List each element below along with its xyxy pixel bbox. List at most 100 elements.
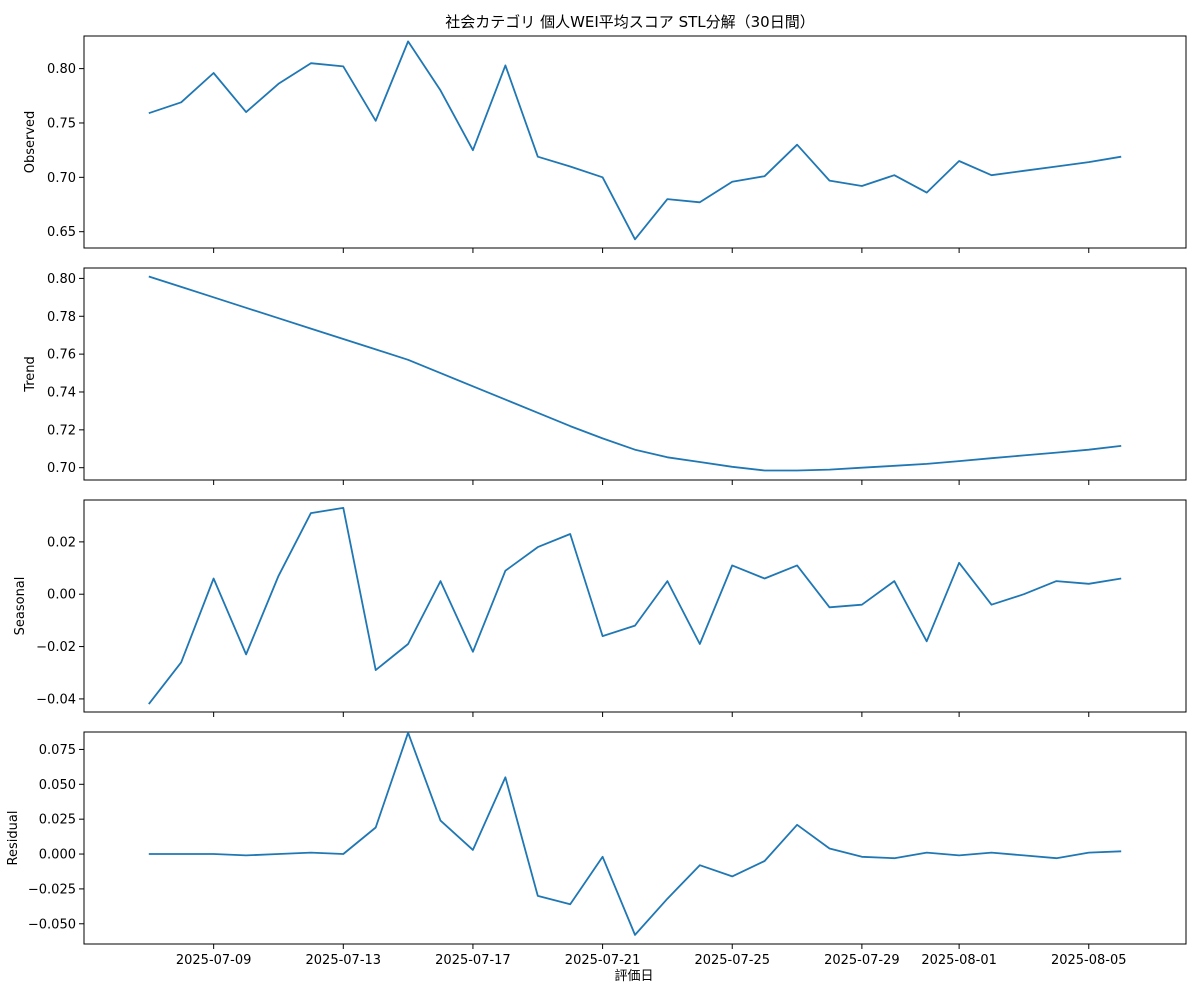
data-point	[569, 533, 571, 535]
data-point	[602, 437, 604, 439]
data-point	[1023, 593, 1025, 595]
data-point	[699, 643, 701, 645]
data-point	[893, 174, 895, 176]
data-point	[796, 470, 798, 472]
data-point	[180, 661, 182, 663]
data-point	[472, 149, 474, 151]
data-point	[213, 578, 215, 580]
data-point	[926, 640, 928, 642]
y-tick-label: 0.02	[47, 535, 76, 550]
data-point	[699, 201, 701, 203]
y-tick-label: −0.04	[36, 692, 76, 707]
data-point	[731, 564, 733, 566]
data-point	[991, 457, 993, 459]
data-point	[148, 703, 150, 705]
data-point	[1055, 580, 1057, 582]
data-point	[893, 580, 895, 582]
data-point	[472, 651, 474, 653]
data-point	[407, 732, 409, 734]
data-point	[537, 546, 539, 548]
data-point	[1088, 449, 1090, 451]
x-tick-label: 2025-07-17	[435, 953, 511, 968]
y-tick-label: 0.000	[39, 848, 76, 863]
data-point	[666, 898, 668, 900]
data-point	[440, 580, 442, 582]
data-point	[829, 848, 831, 850]
data-point	[1023, 454, 1025, 456]
data-point	[958, 460, 960, 462]
data-point	[893, 465, 895, 467]
data-point	[861, 467, 863, 469]
data-point	[440, 820, 442, 822]
y-axis-label-trend: Trend	[23, 356, 38, 393]
x-tick-label: 2025-07-21	[565, 953, 641, 968]
data-point	[666, 198, 668, 200]
data-point	[634, 449, 636, 451]
y-tick-label: −0.050	[28, 917, 76, 932]
y-tick-label: 0.00	[47, 588, 76, 603]
x-tick-label: 2025-07-25	[694, 953, 770, 968]
data-point	[375, 348, 377, 350]
data-point	[666, 580, 668, 582]
data-point	[310, 852, 312, 854]
data-point	[861, 856, 863, 858]
data-point	[991, 174, 993, 176]
data-point	[1055, 166, 1057, 168]
data-point	[958, 562, 960, 564]
panel-seasonal: −0.04 −0.02 0.00 0.02 Seasonal	[13, 499, 1187, 717]
y-tick-label: 0.050	[39, 778, 76, 793]
data-point	[310, 512, 312, 514]
data-point	[407, 40, 409, 42]
data-point	[1055, 857, 1057, 859]
data-point	[1120, 578, 1122, 580]
data-point	[1088, 852, 1090, 854]
series-line-trend	[148, 275, 1122, 472]
data-point	[602, 635, 604, 637]
data-point	[861, 604, 863, 606]
plot-frame	[83, 267, 1187, 481]
x-tick-label: 2025-08-01	[921, 953, 997, 968]
data-point	[278, 317, 280, 319]
data-point	[504, 776, 506, 778]
data-point	[213, 296, 215, 298]
data-point	[375, 669, 377, 671]
y-tick-label: −0.02	[36, 640, 76, 655]
panel-trend: 0.70 0.72 0.74 0.76 0.78 0.80 Trend	[23, 267, 1187, 485]
data-point	[569, 166, 571, 168]
data-point	[991, 604, 993, 606]
data-point	[634, 238, 636, 240]
y-tick-label: 0.80	[47, 62, 76, 77]
data-point	[245, 307, 247, 309]
data-point	[180, 853, 182, 855]
data-point	[342, 338, 344, 340]
data-point	[342, 65, 344, 67]
data-point	[440, 89, 442, 91]
y-tick-label: 0.075	[39, 743, 76, 758]
data-point	[569, 903, 571, 905]
data-point	[148, 853, 150, 855]
data-point	[245, 653, 247, 655]
data-point	[148, 276, 150, 278]
data-point	[1120, 156, 1122, 158]
data-point	[504, 399, 506, 401]
x-axis-label: 評価日	[614, 969, 653, 984]
data-point	[699, 864, 701, 866]
data-point	[375, 120, 377, 122]
data-point	[731, 181, 733, 183]
data-point	[1023, 854, 1025, 856]
data-point	[1055, 452, 1057, 454]
y-axis-label-observed: Observed	[23, 111, 38, 174]
data-point	[148, 112, 150, 114]
panel-observed: 0.65 0.70 0.75 0.80 Observed	[23, 35, 1187, 253]
x-tick-label: 2025-07-29	[824, 953, 900, 968]
data-point	[407, 643, 409, 645]
y-tick-label: 0.025	[39, 813, 76, 828]
y-tick-label: 0.80	[47, 272, 76, 287]
series-line-observed	[148, 40, 1122, 241]
y-tick-label: 0.70	[47, 461, 76, 476]
data-point	[958, 160, 960, 162]
y-axis-label-seasonal: Seasonal	[13, 577, 28, 636]
x-tick-label: 2025-07-13	[306, 953, 382, 968]
data-point	[958, 854, 960, 856]
